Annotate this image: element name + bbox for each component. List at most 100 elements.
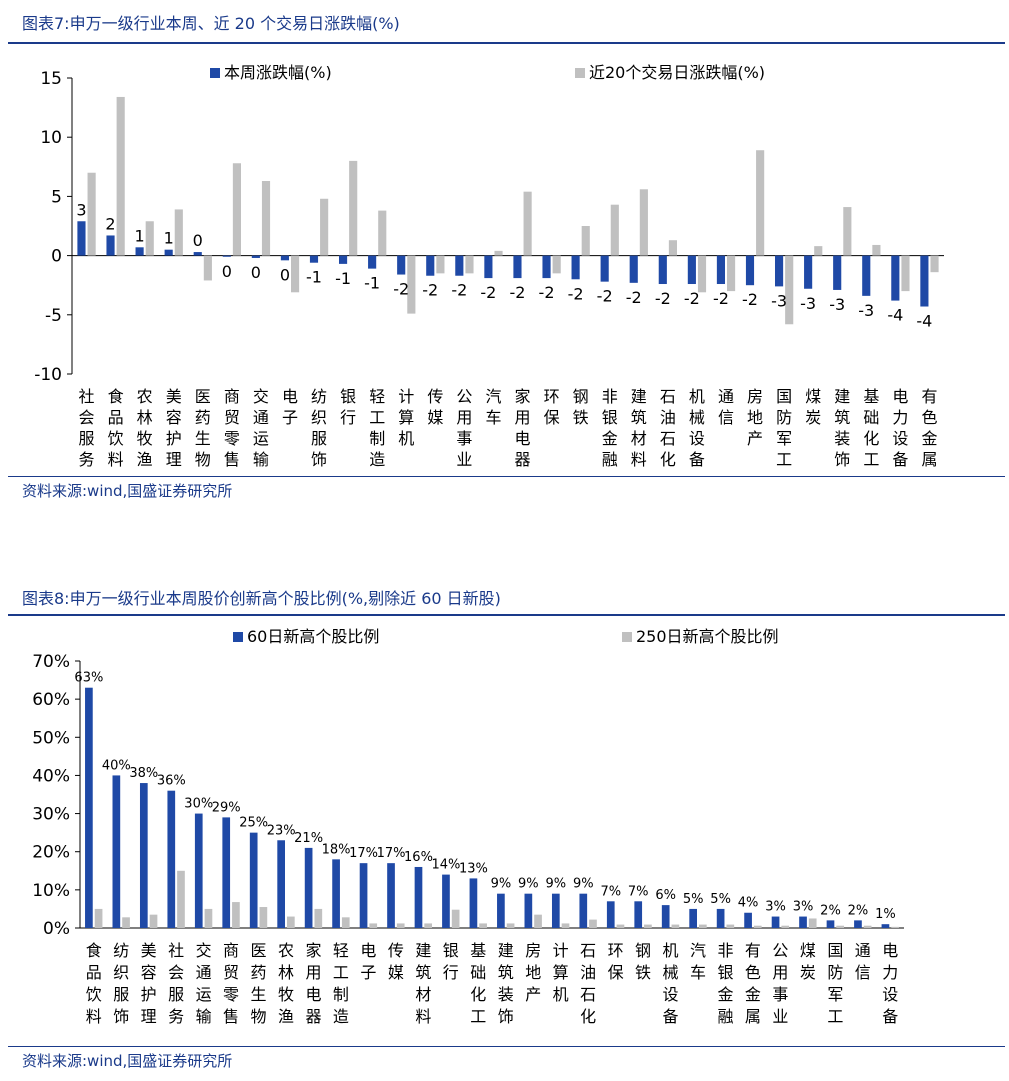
category-label-char: 电	[282, 387, 298, 406]
bar-series1	[277, 840, 285, 928]
category-label-char: 纺	[113, 941, 129, 960]
category-label-char: 机	[553, 985, 569, 1004]
category-label-char: 力	[882, 963, 898, 982]
bar-series2	[639, 189, 648, 256]
data-label: 9%	[546, 877, 567, 892]
bar-series1	[833, 255, 842, 290]
category-label-char: 美	[141, 941, 157, 960]
bar-series2	[891, 926, 899, 928]
category-label-char: 环	[544, 387, 560, 406]
data-label: 7%	[628, 884, 649, 899]
category-label-char: 备	[663, 1007, 679, 1026]
y-tick-label: 40%	[32, 766, 70, 786]
category-label-char: 传	[388, 941, 404, 960]
bar-series1	[426, 255, 435, 276]
category-label-char: 汽	[485, 387, 501, 406]
chart-new-high-ratio: 0% 10% 20% 30% 40% 50% 60% 70% 60日新高个股比例 250日新高个股…	[32, 627, 904, 1026]
data-label: 1%	[875, 907, 896, 922]
category-label-char: 服	[311, 429, 327, 448]
category-label-char: 设	[689, 429, 705, 448]
category-label-char: 林	[278, 963, 294, 982]
bar-series1	[497, 893, 505, 928]
bar-series2	[843, 207, 852, 256]
category-label-char: 器	[305, 1007, 321, 1026]
category-label-char: 工	[863, 450, 879, 469]
bar-series2	[699, 924, 707, 928]
category-label-char: 基	[470, 941, 486, 960]
bar-series2	[785, 255, 794, 325]
bar-series1	[309, 255, 319, 263]
bar-series2	[174, 209, 183, 256]
category-label-char: 医	[195, 387, 211, 406]
bar-series2	[534, 914, 542, 928]
data-label: 5%	[710, 892, 731, 907]
category-label-char: 装	[498, 985, 514, 1004]
category-label-char: 传	[427, 387, 443, 406]
category-label-char: 生	[195, 429, 211, 448]
category-label-char: 械	[689, 408, 705, 427]
category-label-char: 理	[166, 450, 182, 469]
category-label-char: 业	[456, 450, 472, 469]
data-label: 9%	[573, 877, 594, 892]
bar-series1	[600, 255, 609, 282]
data-label: 16%	[404, 850, 433, 865]
bar-series2	[407, 255, 416, 314]
data-label: 3	[76, 200, 86, 219]
category-label-char: 农	[137, 387, 153, 406]
bar-series2	[320, 198, 329, 256]
category-label-char: 融	[717, 1007, 733, 1026]
bar-series2	[523, 191, 532, 256]
data-label: -2	[655, 289, 671, 308]
data-label: 7%	[600, 884, 621, 899]
bar-series1	[881, 924, 890, 928]
bar-series1	[745, 255, 755, 286]
bar-series1	[139, 783, 148, 928]
data-label: 3%	[793, 900, 814, 915]
bar-series2	[232, 902, 240, 928]
bar-series1	[774, 255, 784, 287]
bar-series1	[716, 908, 725, 928]
category-label-char: 器	[515, 450, 531, 469]
data-label: -2	[597, 287, 613, 306]
bar-series1	[658, 255, 667, 285]
category-label-char: 信	[855, 963, 871, 982]
bar-series2	[506, 923, 515, 928]
category-label-char: 用	[305, 963, 321, 982]
category-label-char: 制	[333, 985, 349, 1004]
bar-series2	[671, 924, 680, 928]
figure8-title-rule	[8, 614, 1005, 616]
data-label: -2	[509, 283, 525, 302]
y-tick-label: 10	[40, 128, 62, 148]
category-label-char: 车	[485, 408, 501, 427]
category-label-char: 筑	[631, 408, 647, 427]
category-label-char: 工	[827, 1007, 843, 1026]
category-label-char: 织	[113, 963, 129, 982]
category-label-char: 建	[498, 941, 514, 960]
bar-series2	[291, 255, 300, 293]
legend-label-series2: 250日新高个股比例	[636, 627, 779, 646]
category-label-char: 防	[776, 408, 792, 427]
category-label-char: 铁	[635, 963, 651, 982]
data-label: -3	[829, 295, 845, 314]
bar-series1	[194, 813, 203, 928]
figure7-title-rule	[8, 42, 1005, 44]
data-label: -4	[916, 312, 932, 331]
data-label: 14%	[432, 858, 461, 873]
legend-label-series1: 60日新高个股比例	[247, 627, 379, 646]
bar-series1	[920, 255, 929, 307]
bar-series2	[494, 250, 503, 256]
bar-series2	[203, 255, 212, 281]
category-label-char: 家	[305, 941, 321, 960]
category-label-char: 行	[340, 408, 356, 427]
bar-series1	[744, 912, 752, 928]
data-label: 2%	[848, 903, 869, 918]
category-label-char: 会	[168, 963, 184, 982]
category-label-char: 物	[195, 450, 211, 469]
category-label-char: 筑	[834, 408, 850, 427]
data-label: -2	[713, 289, 729, 308]
bar-series1	[193, 252, 202, 256]
category-label-char: 金	[745, 985, 761, 1004]
category-label-char: 国	[827, 941, 843, 960]
bar-series1	[414, 866, 423, 928]
bar-series1	[332, 859, 340, 928]
